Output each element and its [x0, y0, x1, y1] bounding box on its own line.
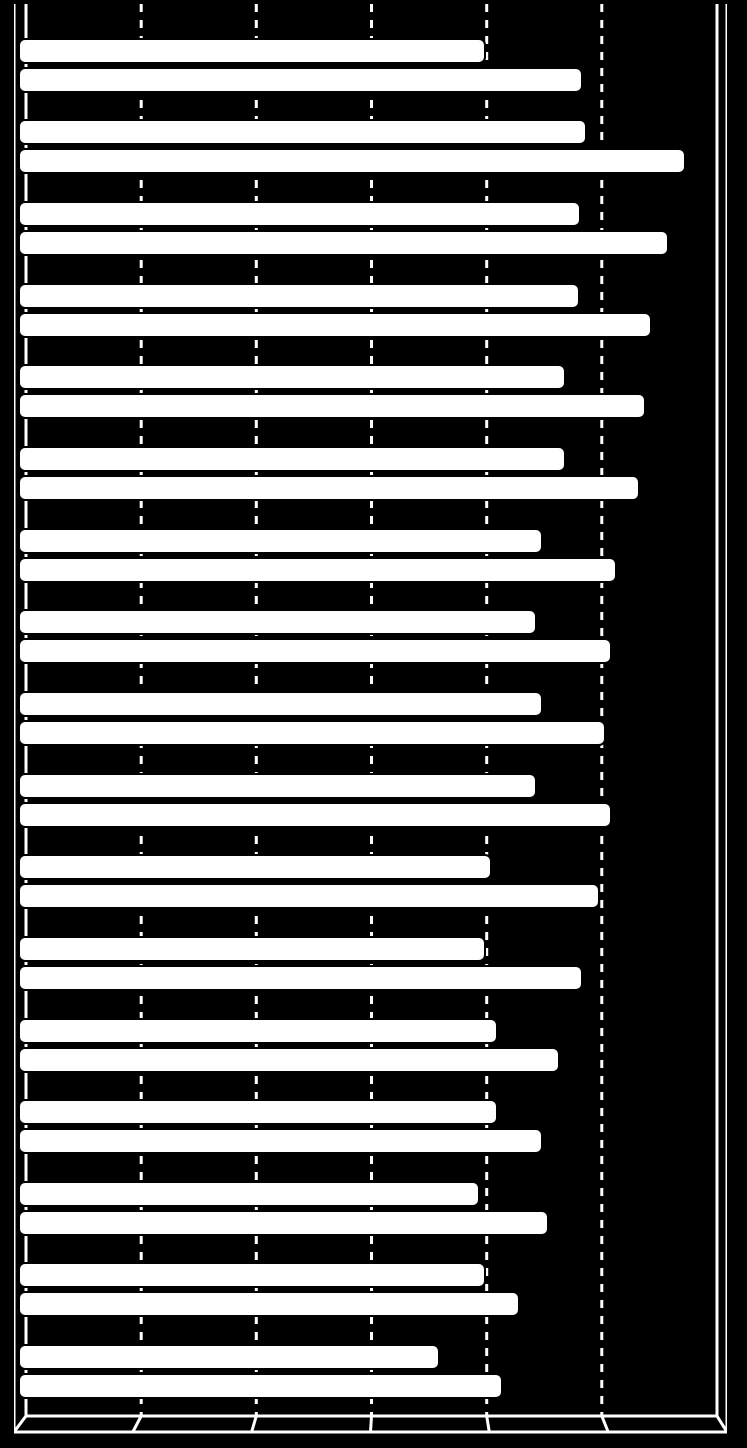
bar-group: [18, 679, 703, 761]
bar: [18, 557, 617, 583]
bar-group: [18, 1087, 703, 1169]
bar-group: [18, 924, 703, 1006]
bar: [18, 393, 646, 419]
bar: [18, 691, 543, 717]
bar: [18, 119, 587, 145]
bar-group: [18, 353, 703, 435]
bar-chart: [0, 0, 747, 1448]
bar: [18, 609, 537, 635]
bar: [18, 1181, 480, 1207]
bar: [18, 364, 566, 390]
bar: [18, 67, 583, 93]
bar: [18, 201, 581, 227]
bar: [18, 1344, 440, 1370]
bar-group: [18, 1332, 703, 1414]
bar-group: [18, 189, 703, 271]
bar: [18, 1262, 486, 1288]
bar: [18, 528, 543, 554]
bar-group: [18, 434, 703, 516]
bars-area: [18, 26, 703, 1414]
bar-group: [18, 26, 703, 108]
bar-group: [18, 516, 703, 598]
bar-group: [18, 597, 703, 679]
bar: [18, 446, 566, 472]
bar: [18, 1099, 498, 1125]
bar: [18, 854, 492, 880]
bar-group: [18, 108, 703, 190]
plot-area: [14, 4, 727, 1436]
bar: [18, 1373, 503, 1399]
bar: [18, 312, 652, 338]
bar: [18, 802, 612, 828]
bar: [18, 38, 486, 64]
bar-group: [18, 1006, 703, 1088]
bar: [18, 965, 583, 991]
bar: [18, 1128, 543, 1154]
bar-group: [18, 842, 703, 924]
bar: [18, 1018, 498, 1044]
bar: [18, 230, 669, 256]
bar-group: [18, 1251, 703, 1333]
bar: [18, 773, 537, 799]
bar: [18, 283, 580, 309]
bar: [18, 475, 640, 501]
bar: [18, 883, 600, 909]
bar: [18, 720, 606, 746]
bar-group: [18, 271, 703, 353]
bar-group: [18, 1169, 703, 1251]
bar: [18, 1047, 560, 1073]
bar: [18, 936, 486, 962]
bar: [18, 148, 686, 174]
bar: [18, 1291, 520, 1317]
bar: [18, 638, 612, 664]
bar: [18, 1210, 549, 1236]
bar-group: [18, 761, 703, 843]
